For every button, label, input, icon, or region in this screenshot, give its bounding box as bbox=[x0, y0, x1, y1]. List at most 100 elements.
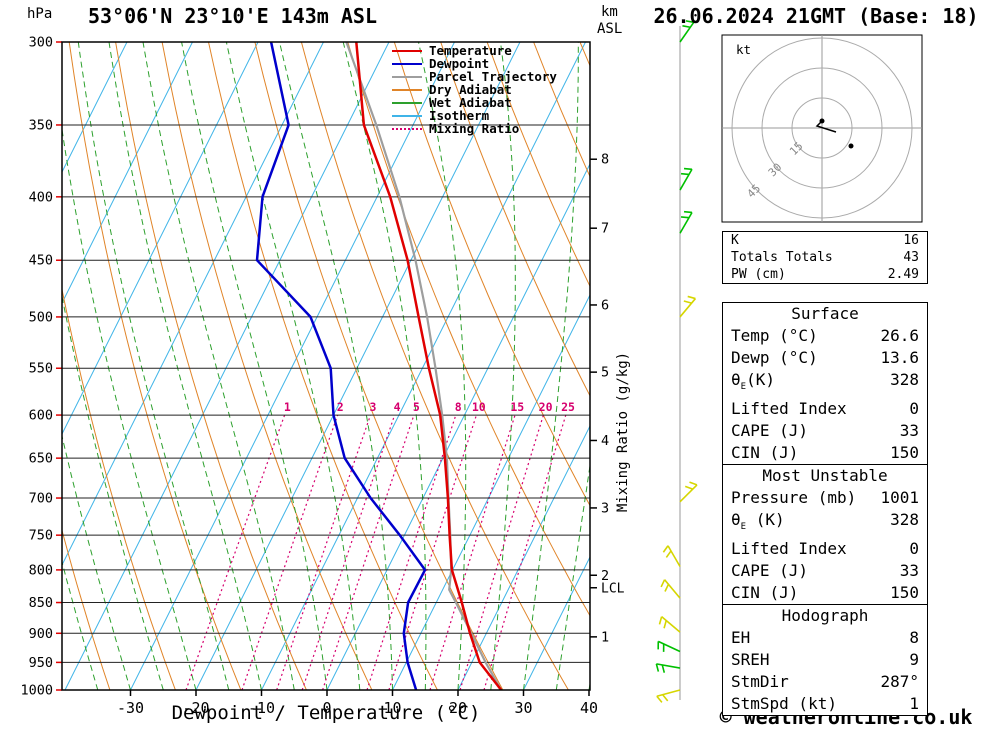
table-row-label: Lifted Index bbox=[731, 539, 847, 559]
pressure-tick-label: 450 bbox=[29, 253, 53, 269]
wind-barb bbox=[679, 168, 693, 191]
chart-legend: Temperature Dewpoint Parcel Trajectory Dry … bbox=[392, 44, 557, 135]
table-section-title: Hodograph bbox=[781, 606, 869, 626]
pressure-tick-label: 300 bbox=[29, 35, 53, 51]
table-row-label: Totals Totals bbox=[731, 250, 833, 265]
pressure-tick-label: 700 bbox=[29, 491, 53, 507]
wind-barb bbox=[679, 484, 698, 503]
legend-item: Dry Adiabat bbox=[392, 83, 557, 96]
table-row-label: SREH bbox=[731, 650, 770, 670]
table-row: EH 8 bbox=[723, 627, 927, 649]
hodograph-point bbox=[848, 143, 854, 149]
legend-line-sample-icon bbox=[392, 62, 422, 65]
mixing-ratio-value-label: 4 bbox=[394, 400, 401, 414]
table-section-title: Most Unstable bbox=[762, 466, 888, 486]
x-axis-label: Dewpoint / Temperature (°C) bbox=[171, 702, 481, 724]
table-row: Temp (°C) 26.6 bbox=[723, 325, 927, 347]
mixing-ratio-value-label: 20 bbox=[539, 400, 553, 414]
table-row-value: 33 bbox=[899, 421, 919, 441]
temp-tick-label: -10 bbox=[248, 699, 275, 717]
km-axis-label-2: ASL bbox=[597, 21, 623, 37]
pressure-tick-label: 900 bbox=[29, 626, 53, 642]
plot-frame bbox=[61, 41, 591, 691]
table-row-label: Pressure (mb) bbox=[731, 488, 857, 508]
table-section-title: Surface bbox=[791, 304, 859, 323]
pressure-tick-label: 650 bbox=[29, 451, 53, 467]
table-row: Dewp (°C) 13.6 bbox=[723, 347, 927, 369]
legend-label: Mixing Ratio bbox=[429, 121, 520, 136]
pressure-tick-label: 600 bbox=[29, 408, 53, 424]
hodograph-unit-label: kt bbox=[736, 42, 751, 57]
mixing-ratio-value-label: 1 bbox=[284, 400, 291, 414]
table-row-value: 9 bbox=[909, 650, 919, 670]
wind-barbs-group bbox=[655, 20, 698, 703]
table-row: Lifted Index 0 bbox=[723, 398, 927, 420]
mixing-ratio-value-label: 5 bbox=[413, 400, 420, 414]
temp-tick-label: 10 bbox=[383, 699, 401, 717]
legend-label: Parcel Trajectory bbox=[429, 69, 557, 84]
legend-line-sample-icon bbox=[392, 49, 422, 52]
legend-line-sample-icon bbox=[392, 88, 422, 91]
table-row-label: CAPE (J) bbox=[731, 421, 809, 441]
legend-line-sample-icon bbox=[392, 114, 422, 117]
legend-item: Temperature bbox=[392, 44, 557, 57]
wet-adiabats-group bbox=[62, 42, 590, 690]
mixing-ratio-value-label: 15 bbox=[510, 400, 524, 414]
table-row-label: CIN (J) bbox=[731, 583, 799, 603]
pressure-tick-label: 400 bbox=[29, 189, 53, 205]
temp-tick-label: 30 bbox=[514, 699, 532, 717]
datetime-title: 26.06.2024 21GMT (Base: 18) bbox=[653, 4, 979, 28]
legend-item: Dewpoint bbox=[392, 57, 557, 70]
legend-item: Wet Adiabat bbox=[392, 96, 557, 109]
temp-tick-label: 20 bbox=[449, 699, 467, 717]
table-row: Totals Totals 43 bbox=[723, 249, 927, 266]
wind-barb bbox=[679, 21, 695, 43]
temp-tick-label: 0 bbox=[322, 699, 331, 717]
lcl-label: LCL bbox=[601, 581, 625, 596]
pressure-tick-label: 800 bbox=[29, 562, 53, 578]
table-row-value: 328 bbox=[890, 370, 919, 389]
table-row-value: 26.6 bbox=[880, 326, 919, 345]
table-row-value: 0 bbox=[909, 399, 919, 419]
temp-tick-label: 40 bbox=[580, 699, 598, 717]
legend-item: Parcel Trajectory bbox=[392, 70, 557, 83]
temp-tick-label: -30 bbox=[117, 699, 144, 717]
table-row-label: CIN (J) bbox=[731, 443, 799, 463]
pressure-unit-label: hPa bbox=[27, 6, 53, 22]
mixing-ratio-value-label: 10 bbox=[472, 400, 486, 414]
table-row: CIN (J) 150 bbox=[723, 442, 927, 464]
table-section-surface: Surface Temp (°C) 26.6 Dewp (°C) 13.6 θE(K) 32… bbox=[722, 302, 928, 466]
table-row-value: 2.49 bbox=[887, 267, 919, 282]
table-row-value: 13.6 bbox=[880, 348, 919, 367]
table-row-value: 33 bbox=[899, 561, 919, 581]
table-row-label: StmSpd (kt) bbox=[731, 694, 837, 714]
wind-barb bbox=[656, 689, 681, 697]
table-row: Lifted Index 0 bbox=[723, 538, 927, 560]
mixing-ratio-value-label: 8 bbox=[455, 400, 462, 414]
table-row: StmSpd (kt) 1 bbox=[723, 693, 927, 715]
wind-barb bbox=[679, 298, 697, 318]
wind-barb bbox=[667, 545, 681, 567]
legend-label: Temperature bbox=[429, 43, 512, 58]
legend-line-sample-icon bbox=[392, 101, 422, 104]
table-row: θE(K) 328 bbox=[723, 369, 927, 398]
table-row-value: 150 bbox=[890, 583, 919, 603]
table-row: K 16 bbox=[723, 232, 927, 249]
mixing-ratio-axis-label: Mixing Ratio (g/kg) bbox=[615, 352, 631, 512]
legend-line-sample-icon bbox=[392, 75, 422, 78]
table-section-most-unstable: Most Unstable Pressure (mb) 1001 θE (K) 328 L… bbox=[722, 464, 928, 606]
temperature-axis: -30 -20 -10 0 10 20 30 40 bbox=[117, 690, 598, 717]
pressure-tick-label: 1000 bbox=[20, 683, 53, 699]
indices-sections: Surface Temp (°C) 26.6 Dewp (°C) 13.6 θE(K) 32… bbox=[722, 302, 928, 717]
table-row-value: 328 bbox=[890, 510, 919, 530]
table-row-label: Lifted Index bbox=[731, 399, 847, 419]
table-row: SREH 9 bbox=[723, 649, 927, 671]
table-row-label: StmDir bbox=[731, 672, 789, 692]
pressure-tick-label: 550 bbox=[29, 361, 53, 377]
table-row: θE (K) 328 bbox=[723, 509, 927, 538]
station-title: 53°06'N 23°10'E 143m ASL bbox=[88, 4, 377, 28]
table-row: CIN (J) 150 bbox=[723, 582, 927, 604]
table-section-hodograph: Hodograph EH 8 SREH 9 StmDir 287° StmSpd (kt) 1 bbox=[722, 604, 928, 717]
wind-barb bbox=[663, 579, 681, 599]
